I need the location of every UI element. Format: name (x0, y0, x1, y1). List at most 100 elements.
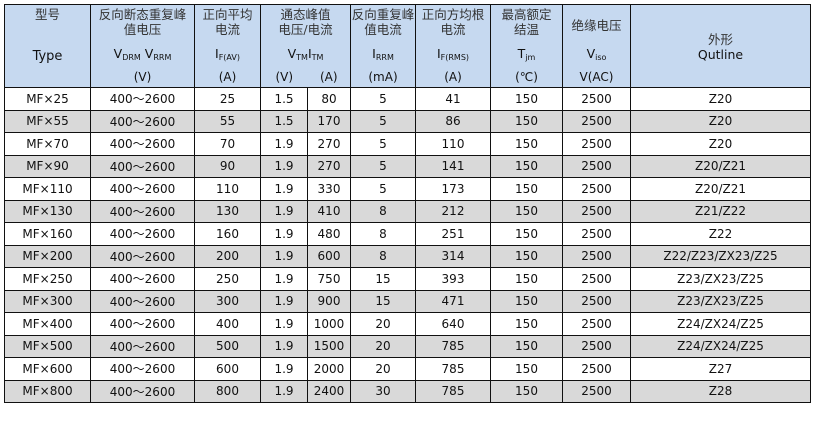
cell-viso: 2500 (562, 87, 631, 111)
cell-irrm: 20 (350, 334, 416, 358)
table-row: MF×800 400～2600 800 1.9 2400 30 785 150 2500 Z28 (4, 379, 811, 403)
cell-itm: 600 (307, 244, 351, 268)
cell-ifav: 160 (194, 222, 261, 246)
cell-vtm: 1.9 (260, 177, 308, 201)
cell-outline: Z24/ZX24/Z25 (630, 334, 811, 358)
cell-ifav: 800 (194, 379, 261, 403)
table-header: 型号 反向断态重复峰 值电压 正向平均 电流 通态峰值 电压/电流 反向重复峰 值电流 … (4, 4, 811, 88)
cell-tjm: 150 (490, 199, 563, 223)
header-tjm-unit: (℃) (490, 69, 563, 88)
header-vdrm-cn: 反向断态重复峰 值电压 (90, 4, 195, 43)
cell-vdrm: 400～2600 (90, 244, 195, 268)
cell-viso: 2500 (562, 312, 631, 336)
cell-irrm: 8 (350, 222, 416, 246)
table-row: MF×600 400～2600 600 1.9 2000 20 785 150 2500 Z27 (4, 357, 811, 381)
cell-tjm: 150 (490, 289, 563, 313)
cell-vdrm: 400～2600 (90, 289, 195, 313)
header-irrm-cn: 反向重复峰 值电流 (350, 4, 416, 43)
table-row: MF×110 400～2600 110 1.9 330 5 173 150 2500 Z20/Z2… (4, 177, 811, 201)
cell-type: MF×160 (4, 222, 91, 246)
cell-tjm: 150 (490, 379, 563, 403)
cell-vdrm: 400～2600 (90, 87, 195, 111)
cell-ifrms: 110 (415, 132, 491, 156)
cell-vdrm: 400～2600 (90, 357, 195, 381)
cell-type: MF×250 (4, 267, 91, 291)
header-outline: 外形 Qutline (630, 4, 811, 88)
cell-type: MF×600 (4, 357, 91, 381)
cell-irrm: 15 (350, 289, 416, 313)
cell-vdrm: 400～2600 (90, 379, 195, 403)
table-row: MF×25 400～2600 25 1.5 80 5 41 150 2500 Z20 (4, 87, 811, 111)
cell-vdrm: 400～2600 (90, 177, 195, 201)
cell-tjm: 150 (490, 267, 563, 291)
table-row: MF×55 400～2600 55 1.5 170 5 86 150 2500 Z20 (4, 109, 811, 133)
cell-viso: 2500 (562, 289, 631, 313)
cell-tjm: 150 (490, 177, 563, 201)
cell-vtm: 1.9 (260, 289, 308, 313)
cell-viso: 2500 (562, 244, 631, 268)
cell-viso: 2500 (562, 154, 631, 178)
cell-itm: 410 (307, 199, 351, 223)
cell-type: MF×55 (4, 109, 91, 133)
cell-irrm: 15 (350, 267, 416, 291)
cell-vdrm: 400～2600 (90, 109, 195, 133)
cell-ifrms: 785 (415, 379, 491, 403)
cell-itm: 1500 (307, 334, 351, 358)
cell-outline: Z20/Z21 (630, 177, 811, 201)
cell-tjm: 150 (490, 132, 563, 156)
cell-irrm: 5 (350, 132, 416, 156)
cell-tjm: 150 (490, 334, 563, 358)
product-spec-table: 型号 反向断态重复峰 值电压 正向平均 电流 通态峰值 电压/电流 反向重复峰 值电流 … (4, 4, 811, 403)
header-itm-unit: (A) (307, 69, 351, 88)
cell-ifrms: 471 (415, 289, 491, 313)
cell-outline: Z28 (630, 379, 811, 403)
cell-outline: Z23/ZX23/Z25 (630, 267, 811, 291)
cell-itm: 480 (307, 222, 351, 246)
cell-itm: 80 (307, 87, 351, 111)
cell-ifrms: 785 (415, 334, 491, 358)
header-viso-cn: 绝缘电压 (562, 4, 631, 43)
cell-ifrms: 173 (415, 177, 491, 201)
cell-ifav: 90 (194, 154, 261, 178)
cell-irrm: 30 (350, 379, 416, 403)
cell-vdrm: 400～2600 (90, 334, 195, 358)
cell-ifav: 25 (194, 87, 261, 111)
header-ifrms-unit: (A) (415, 69, 491, 88)
cell-itm: 1000 (307, 312, 351, 336)
table-row: MF×70 400～2600 70 1.9 270 5 110 150 2500 Z20 (4, 132, 811, 156)
cell-tjm: 150 (490, 312, 563, 336)
cell-itm: 2000 (307, 357, 351, 381)
header-ifrms-cn: 正向方均根 电流 (415, 4, 491, 43)
cell-irrm: 8 (350, 244, 416, 268)
cell-type: MF×500 (4, 334, 91, 358)
cell-type: MF×200 (4, 244, 91, 268)
cell-irrm: 5 (350, 177, 416, 201)
cell-ifav: 250 (194, 267, 261, 291)
cell-vtm: 1.5 (260, 87, 308, 111)
cell-ifav: 110 (194, 177, 261, 201)
cell-irrm: 8 (350, 199, 416, 223)
cell-tjm: 150 (490, 87, 563, 111)
cell-ifav: 70 (194, 132, 261, 156)
cell-type: MF×110 (4, 177, 91, 201)
header-viso-unit: V(AC) (562, 69, 631, 88)
header-vtm-unit: (V) (260, 69, 308, 88)
cell-itm: 900 (307, 289, 351, 313)
header-tjm-symbol: Tjm (490, 43, 563, 69)
cell-itm: 2400 (307, 379, 351, 403)
header-vtm-symbol: VTMITM (260, 43, 351, 69)
cell-vtm: 1.9 (260, 154, 308, 178)
cell-viso: 2500 (562, 334, 631, 358)
cell-outline: Z23/ZX23/Z25 (630, 289, 811, 313)
cell-itm: 330 (307, 177, 351, 201)
cell-tjm: 150 (490, 244, 563, 268)
cell-ifrms: 251 (415, 222, 491, 246)
cell-vdrm: 400～2600 (90, 222, 195, 246)
cell-type: MF×400 (4, 312, 91, 336)
cell-itm: 750 (307, 267, 351, 291)
cell-vtm: 1.9 (260, 244, 308, 268)
header-type-cn: 型号 (4, 4, 91, 43)
table-row: MF×500 400～2600 500 1.9 1500 20 785 150 2500 Z24/… (4, 334, 811, 358)
cell-type: MF×70 (4, 132, 91, 156)
header-ifav-unit: (A) (194, 69, 261, 88)
